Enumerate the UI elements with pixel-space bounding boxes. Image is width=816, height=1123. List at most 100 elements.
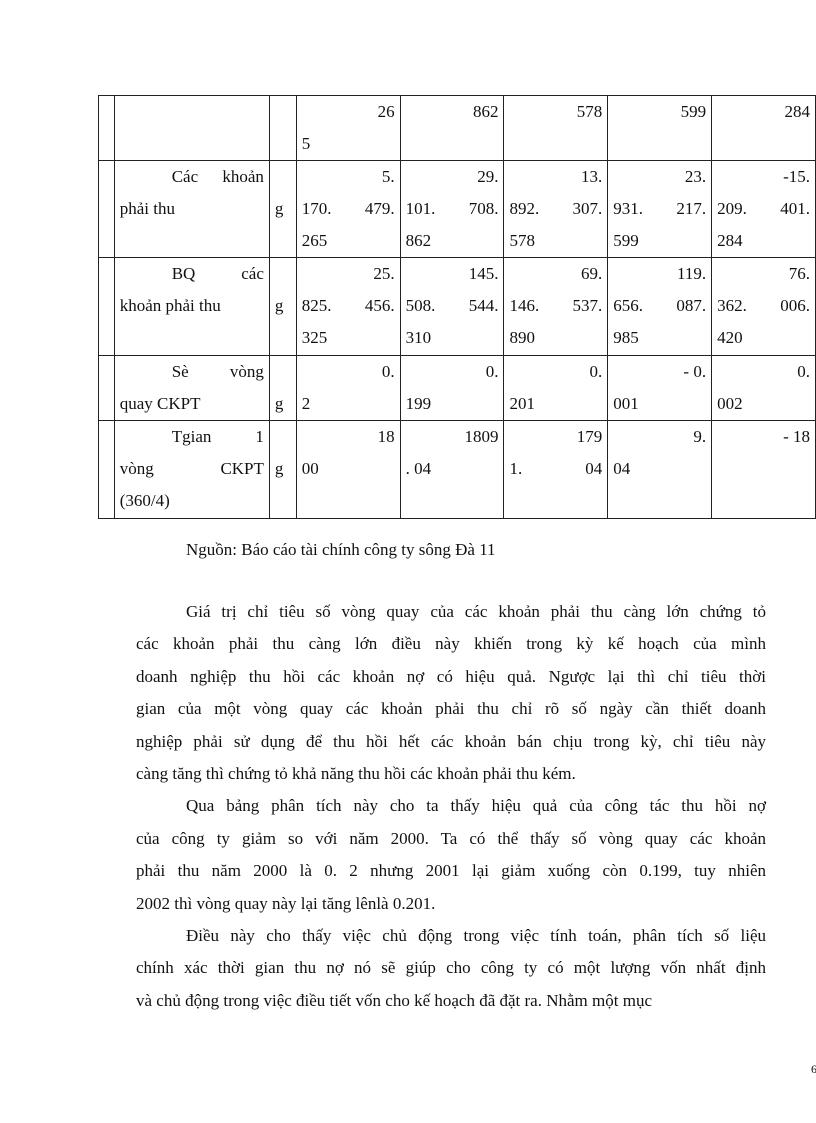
value-line: 13. <box>581 167 603 186</box>
label-line: BQ các <box>171 264 264 283</box>
value-line: 5 <box>301 134 311 153</box>
value-cell: 119. 656. 087. 985 <box>607 257 713 356</box>
paragraph-line: phải thu năm 2000 là 0. 2 nhưng 2001 lại… <box>136 861 766 881</box>
value-line: . 04 <box>405 459 432 478</box>
value-line: 25. <box>373 264 395 283</box>
value-line: 0. <box>797 362 810 381</box>
value-line: 825. 456. <box>301 296 395 315</box>
label-line: phải thu <box>119 199 175 218</box>
value-cell: 26 5 <box>295 95 401 161</box>
value-line: 209. 401. <box>717 199 810 218</box>
paragraph-line: gian của một vòng quay các khoản phải th… <box>136 699 766 719</box>
table-row: Tgian 1 vòng CKPT (360/4) g 18 00 1809. 04 179 1… <box>98 420 816 519</box>
value-line: 001 <box>613 394 639 413</box>
value-line: 420 <box>717 328 743 347</box>
value-cell: - 0. 001 <box>607 355 713 421</box>
value-line: 0. <box>381 362 395 381</box>
label-line: Sè vòng <box>171 362 264 381</box>
value-line: 5. <box>381 167 395 186</box>
value-cell: 18 00 <box>295 420 401 519</box>
value-line: 892. 307. <box>509 199 603 218</box>
value-line: 76. <box>788 264 810 283</box>
value-cell: 599 <box>607 95 713 161</box>
value-cell: 0. 201 <box>503 355 609 421</box>
value-line: 578 <box>576 102 603 121</box>
label-cell: Sè vòng quay CKPT <box>113 355 270 421</box>
body-text: Giá trị chỉ tiêu số vòng quay của các kh… <box>136 596 766 1017</box>
value-line: 119. <box>676 264 707 283</box>
unit-text: g <box>274 296 284 315</box>
paragraph-line: 2002 thì vòng quay này lại tăng lênlà 0.… <box>136 893 436 913</box>
paragraph: Điều này cho thấy việc chủ động trong vi… <box>136 920 766 1017</box>
label-line: Các khoản <box>171 167 264 186</box>
label-line: vòng CKPT <box>119 459 264 478</box>
value-line: 284 <box>784 102 811 121</box>
value-line: 69. <box>581 264 603 283</box>
unit-cell: g <box>268 355 297 421</box>
value-cell: 23. 931. 217. 599 <box>607 160 713 258</box>
value-line: 199 <box>405 394 432 413</box>
paragraph-line: chính xác thời gian thu nợ nó sẽ giúp ch… <box>136 958 766 978</box>
table-row: Sè vòng quay CKPT g 0. 2 0. 199 0. 201- 0. 001 0. 0… <box>98 355 816 421</box>
value-line: 599 <box>680 102 707 121</box>
value-cell: 25. 825. 456. 325 <box>295 257 401 356</box>
label-line: quay CKPT <box>119 394 201 413</box>
value-line: 146. 537. <box>509 296 603 315</box>
paragraph-line: Qua bảng phân tích này cho ta thấy hiệu … <box>186 796 766 816</box>
value-cell: 284 <box>711 95 816 161</box>
label-line: Tgian 1 <box>171 427 264 446</box>
value-line: 890 <box>509 328 535 347</box>
value-line: 00 <box>301 459 319 478</box>
value-cell: 145. 508. 544. 310 <box>399 257 505 356</box>
paragraph-line: càng tăng thì chứng tỏ khả năng thu hồi … <box>136 763 576 783</box>
value-cell: 5. 170. 479. 265 <box>295 160 401 258</box>
label-line: (360/4) <box>119 491 170 510</box>
unit-text: g <box>274 394 284 413</box>
value-cell: 69. 146. 537. 890 <box>503 257 609 356</box>
value-line: 862 <box>405 231 432 250</box>
value-cell: 76. 362. 006. 420 <box>711 257 816 356</box>
table-row: BQ các khoản phải thu g 25. 825. 456. 325 145.… <box>98 257 816 356</box>
value-line: 9. <box>693 427 707 446</box>
paragraph-line: các khoản phải thu càng lớn điều này khi… <box>136 634 766 654</box>
value-line: 599 <box>613 231 639 250</box>
value-line: 578 <box>509 231 535 250</box>
page-number: 6 <box>811 1062 816 1076</box>
label-cell: Tgian 1 vòng CKPT (360/4) <box>113 420 270 519</box>
paragraph: Qua bảng phân tích này cho ta thấy hiệu … <box>136 790 766 920</box>
value-cell: - 18 <box>711 420 816 519</box>
value-line: 201 <box>509 394 535 413</box>
unit-cell: g <box>268 257 297 356</box>
index-cell <box>98 420 115 519</box>
value-line: -15. <box>783 167 810 186</box>
unit-text: g <box>274 459 284 478</box>
value-line: 862 <box>472 102 499 121</box>
value-line: 26 <box>377 102 395 121</box>
value-line: 002 <box>717 394 743 413</box>
label-cell <box>113 95 270 161</box>
value-cell: 0. 2 <box>295 355 401 421</box>
label-cell: Các khoản phải thu <box>113 160 270 258</box>
value-cell: 0. 002 <box>711 355 816 421</box>
value-line: 29. <box>477 167 499 186</box>
value-line: - 18 <box>783 427 810 446</box>
value-line: 1. 04 <box>509 459 603 478</box>
value-cell: 179 1. 04 <box>503 420 609 519</box>
value-line: 656. 087. <box>613 296 707 315</box>
value-line: 179 <box>576 427 603 446</box>
value-cell: 578 <box>503 95 609 161</box>
table-row: 26 5 862 578 599 284 <box>98 95 816 161</box>
paragraph-line: doanh nghiệp thu hồi các khoản nợ có hiệ… <box>136 666 766 686</box>
value-cell: 13. 892. 307. 578 <box>503 160 609 258</box>
label-line: khoản phải thu <box>119 296 221 315</box>
value-cell: 0. 199 <box>399 355 505 421</box>
value-line: 0. <box>485 362 499 381</box>
source-note: Nguồn: Báo cáo tài chính công ty sông Đà… <box>186 540 496 559</box>
value-line: 145. <box>468 264 499 283</box>
value-cell: 862 <box>399 95 505 161</box>
value-cell: 9. 04 <box>607 420 713 519</box>
value-line: 325 <box>301 328 328 347</box>
value-line: 23. <box>684 167 707 186</box>
value-line: 101. 708. <box>405 199 499 218</box>
value-line: 0. <box>589 362 603 381</box>
